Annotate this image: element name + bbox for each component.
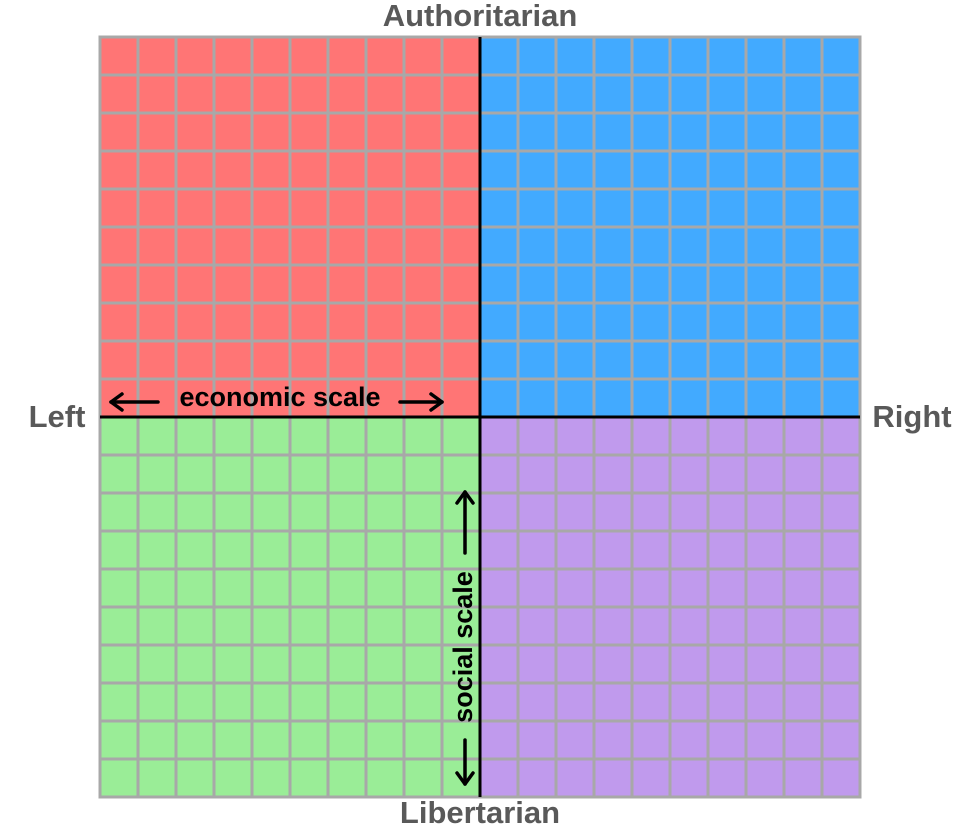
- bottom-label: Libertarian: [400, 795, 560, 830]
- social-arrow: [455, 490, 475, 786]
- social-scale-label: social scale: [448, 571, 478, 723]
- economic-arrow: [109, 392, 444, 412]
- arrow-head: [429, 392, 444, 412]
- arrow-head: [455, 771, 475, 786]
- left-label: Left: [29, 399, 86, 434]
- right-label: Right: [872, 399, 951, 434]
- top-label: Authoritarian: [383, 0, 578, 33]
- economic-scale-label: economic scale: [179, 382, 380, 412]
